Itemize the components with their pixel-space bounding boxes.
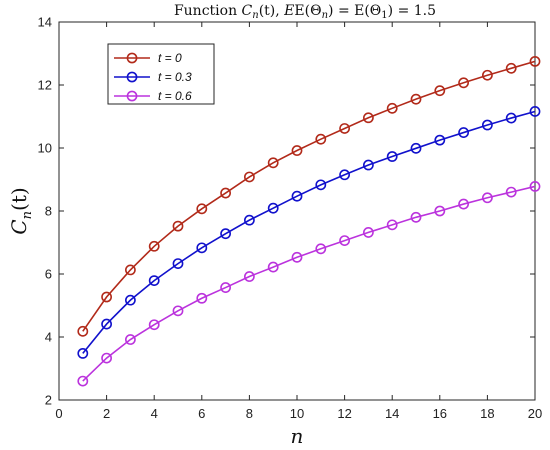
data-point — [339, 169, 350, 181]
x-tick-label: 20 — [528, 406, 542, 421]
data-point — [148, 275, 160, 287]
data-point — [148, 319, 160, 331]
x-tick-label: 0 — [55, 406, 62, 421]
y-tick-label: 8 — [45, 204, 52, 219]
data-point — [172, 305, 184, 317]
data-point — [220, 282, 231, 293]
x-tick-label: 18 — [480, 406, 494, 421]
y-tick-label: 12 — [38, 78, 52, 93]
series-0 — [77, 55, 541, 337]
x-tick-label: 2 — [103, 406, 110, 421]
y-tick-label: 10 — [38, 141, 52, 156]
x-tick-label: 6 — [198, 406, 205, 421]
legend-box — [107, 43, 215, 105]
data-point — [220, 228, 231, 240]
data-point — [386, 151, 398, 162]
x-tick-label: 8 — [246, 406, 253, 421]
data-point — [315, 243, 327, 255]
data-point — [220, 187, 231, 199]
data-point — [101, 352, 112, 364]
data-point — [434, 134, 446, 146]
data-point — [434, 205, 446, 217]
data-point — [458, 198, 469, 210]
data-point — [481, 192, 493, 204]
data-point — [196, 242, 208, 254]
y-axis-label: Cn(t) — [7, 187, 35, 234]
data-point — [434, 85, 446, 97]
legend-marker — [126, 71, 138, 83]
data-point — [124, 294, 136, 306]
data-point — [243, 171, 255, 183]
data-point — [386, 102, 398, 114]
data-point — [481, 69, 493, 81]
y-tick-label: 2 — [45, 393, 52, 408]
data-point — [362, 227, 374, 238]
data-point — [505, 62, 517, 74]
data-point — [196, 203, 208, 215]
data-point — [529, 55, 541, 67]
data-point — [362, 159, 374, 171]
data-point — [124, 264, 136, 276]
data-point — [315, 133, 327, 145]
chart-title: Function Cn(t), EE(Θn) = E(Θ1) = 1.5 — [174, 3, 436, 21]
legend-label: t = 0 — [158, 51, 182, 65]
legend-marker — [126, 90, 138, 102]
data-point — [196, 292, 208, 304]
data-point — [101, 291, 112, 303]
data-point — [77, 375, 89, 387]
legend-label: t = 0.6 — [158, 89, 192, 103]
data-point — [243, 214, 255, 226]
data-point — [172, 258, 184, 270]
data-point — [410, 93, 422, 105]
data-point — [410, 211, 422, 223]
data-point — [458, 127, 469, 138]
x-tick-label: 10 — [290, 406, 304, 421]
data-point — [267, 202, 279, 214]
legend: t = 0 t = 0.3 t = 0.6 — [107, 43, 215, 105]
data-point — [77, 347, 89, 359]
data-point — [315, 179, 327, 191]
series-2 — [77, 181, 541, 387]
data-point — [243, 271, 255, 282]
data-point — [529, 106, 541, 117]
data-point — [458, 77, 469, 89]
y-tick-label: 14 — [38, 15, 52, 30]
data-point — [291, 251, 303, 263]
data-point — [339, 123, 350, 134]
x-tick-label: 16 — [433, 406, 447, 421]
series-layer — [77, 55, 541, 387]
legend-label: t = 0.3 — [158, 70, 192, 84]
data-point — [172, 220, 184, 232]
x-tick-label: 4 — [151, 406, 158, 421]
data-point — [291, 190, 303, 202]
x-tick-label: 14 — [385, 406, 399, 421]
data-point — [529, 181, 541, 192]
data-point — [77, 325, 89, 337]
data-point — [505, 186, 517, 198]
data-point — [101, 318, 112, 330]
data-point — [291, 145, 303, 156]
data-point — [267, 261, 279, 273]
data-point — [362, 112, 374, 124]
data-point — [267, 157, 279, 169]
data-point — [148, 240, 160, 252]
data-point — [386, 219, 398, 231]
data-point — [410, 142, 422, 154]
data-point — [505, 112, 517, 124]
legend-marker — [126, 52, 138, 64]
data-point — [481, 119, 493, 131]
data-point — [339, 235, 350, 247]
x-axis-label: n — [291, 424, 304, 448]
y-tick-label: 6 — [45, 267, 52, 282]
series-1 — [77, 106, 541, 359]
data-point — [124, 334, 136, 345]
x-tick-label: 12 — [337, 406, 351, 421]
y-tick-label: 4 — [45, 330, 52, 345]
